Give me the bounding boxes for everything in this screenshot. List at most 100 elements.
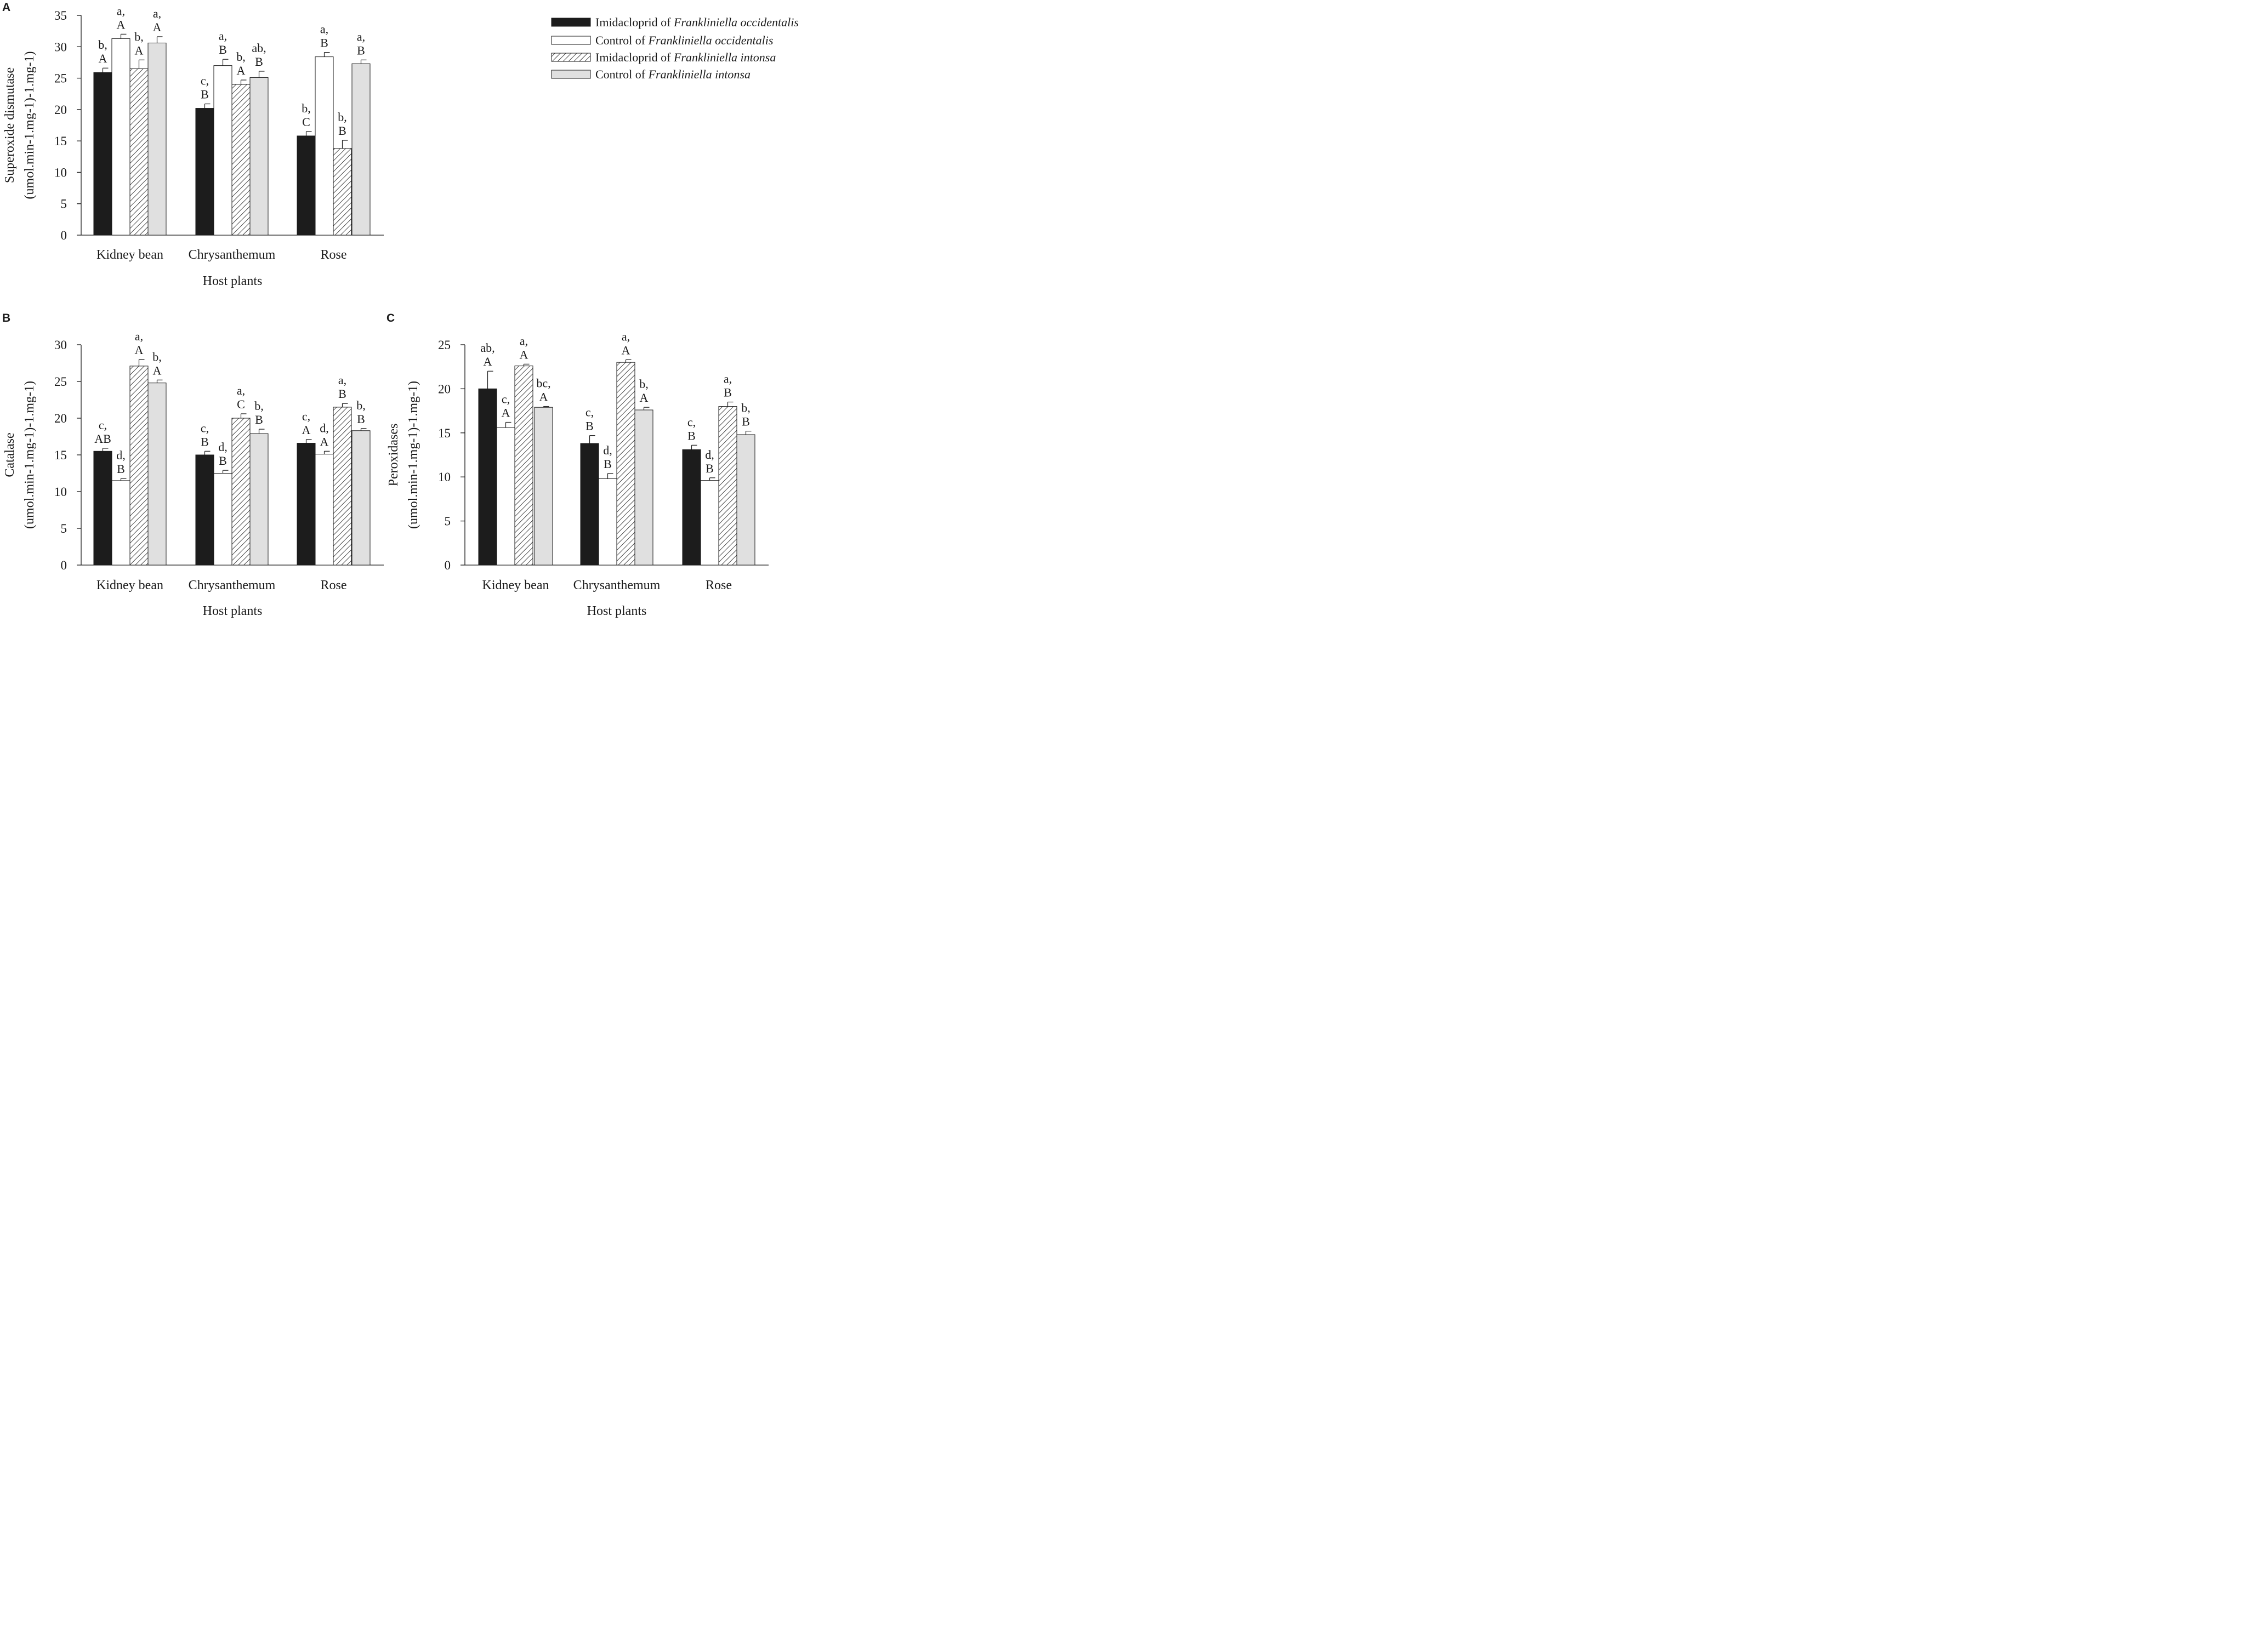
significance-letter-lower: a, [320, 22, 328, 36]
y-tick-label: 5 [61, 522, 67, 535]
y-tick-label: 30 [54, 338, 67, 352]
bar-imid-int-rose [718, 406, 737, 566]
legend-swatch-grey [551, 70, 591, 79]
legend: Imidacloprid of Frankliniella occidental… [551, 15, 799, 81]
significance-letter-lower: d, [705, 448, 714, 461]
significance-letter-upper: B [604, 457, 612, 471]
y-tick-label: 35 [54, 9, 67, 22]
legend-entry-control-intonsa: Control of Frankliniella intonsa [551, 67, 751, 81]
significance-letter-upper: A [622, 343, 630, 357]
x-category-label: Kidney bean [96, 578, 163, 592]
bar-imid-int-rose [333, 148, 352, 236]
bar-ctrl-int-chrysanthemum [249, 433, 269, 566]
significance-letter-upper: B [320, 36, 328, 50]
y-tick-label: 25 [438, 338, 451, 352]
legend-label-species: Frankliniella occidentalis [648, 33, 774, 47]
x-axis-title: Host plants [203, 604, 263, 618]
bar-imid-int-chrysanthemum [231, 418, 251, 566]
y-tick-label: 30 [54, 40, 67, 54]
significance-letter-lower: a, [520, 334, 528, 347]
significance-letter-lower: c, [687, 415, 696, 429]
svg-text:Imidacloprid of Frankliniella: Imidacloprid of Frankliniella occidental… [595, 15, 799, 29]
significance-letter-lower: ab, [252, 41, 266, 55]
significance-letter-lower: bc, [536, 377, 550, 390]
bar-ctrl-occ-chrysanthemum [213, 473, 232, 566]
y-tick-label: 10 [54, 166, 67, 179]
svg-text:Control of Frankliniella inton: Control of Frankliniella intonsa [595, 67, 751, 81]
y-axis-title: Superoxide dismutase [3, 67, 17, 183]
bar-imid-occ-rose [682, 449, 701, 566]
y-tick-label: 5 [61, 197, 67, 211]
bar-imid-occ-chrysanthemum [580, 443, 599, 566]
significance-letter-upper: B [201, 88, 209, 101]
bar-ctrl-occ-chrysanthemum [213, 65, 232, 236]
legend-label-prefix: Control of [595, 33, 649, 47]
significance-letter-lower: b, [741, 401, 751, 415]
significance-letter-upper: C [302, 115, 310, 129]
significance-letter-upper: B [586, 419, 594, 433]
significance-letter-upper: A [302, 423, 311, 437]
y-tick-label: 25 [54, 72, 67, 85]
significance-letter-lower: c, [201, 421, 209, 435]
y-axis-unit: (umol.min-1.mg-1)-1.mg-1) [406, 381, 420, 529]
y-tick-label: 15 [438, 426, 451, 440]
x-category-label: Kidney bean [482, 578, 549, 592]
y-tick-label: 20 [438, 382, 451, 396]
bar-ctrl-int-kidney-bean [147, 383, 167, 566]
bar-ctrl-int-rose [736, 434, 755, 566]
bar-imid-int-chrysanthemum [616, 362, 635, 566]
significance-letter-upper: B [724, 386, 732, 400]
significance-letter-lower: b, [338, 110, 347, 124]
bar-ctrl-int-kidney-bean [534, 407, 553, 566]
significance-letter-upper: B [219, 43, 227, 56]
bar-imid-occ-kidney-bean [478, 388, 497, 566]
significance-letter-lower: a, [237, 384, 245, 397]
x-category-label: Chrysanthemum [573, 578, 661, 592]
panel-c-peroxidases: 0 5 10 15 20 25 Peroxidases (umol.min-1.mg-1)-1… [386, 329, 769, 618]
significance-letter-upper: B [706, 461, 714, 475]
legend-swatch-black [551, 18, 591, 27]
bar-imid-int-chrysanthemum [231, 84, 251, 236]
y-axis-unit: (umol.min-1.mg-1)-1.mg-1) [22, 52, 37, 199]
bar-ctrl-int-chrysanthemum [249, 77, 269, 236]
bar-imid-occ-chrysanthemum [195, 454, 214, 566]
bar-ctrl-int-chrysanthemum [634, 409, 653, 566]
legend-entry-imidacloprid-intonsa: Imidacloprid of Frankliniella intonsa [551, 50, 776, 64]
significance-letter-lower: b, [236, 50, 246, 64]
panel-letter-c: C [386, 312, 395, 324]
significance-letter-upper: A [640, 391, 649, 404]
figure-canvas: A B C 0 5 10 15 20 25 30 35 Superoxide dismutase… [2, 1, 799, 618]
bar-ctrl-int-rose [351, 430, 371, 566]
significance-letter-lower: d, [218, 440, 228, 454]
significance-letter-upper: B [357, 412, 365, 426]
significance-letter-upper: B [338, 124, 346, 138]
x-axis-title: Host plants [203, 274, 263, 288]
x-category-label: Rose [321, 578, 347, 592]
bar-imid-int-kidney-bean [129, 366, 149, 566]
significance-letter-upper: A [135, 343, 144, 357]
significance-letter-lower: d, [116, 448, 126, 462]
significance-letter-lower: c, [201, 74, 209, 88]
significance-letter-upper: B [219, 454, 227, 468]
bar-imid-int-rose [333, 407, 352, 566]
bar-ctrl-occ-rose [700, 480, 719, 566]
y-axis-title: Peroxidases [386, 424, 401, 487]
significance-letter-lower: a, [622, 329, 630, 343]
bar-ctrl-int-rose [351, 63, 371, 236]
panel-a-superoxide-dismutase: 0 5 10 15 20 25 30 35 Superoxide dismutase (umol.… [3, 4, 384, 288]
significance-letter-upper: B [742, 415, 750, 429]
significance-letter-upper: B [255, 413, 263, 426]
significance-letter-lower: b, [254, 399, 264, 413]
significance-letter-upper: A [99, 52, 107, 65]
legend-label-prefix: Imidacloprid of [595, 50, 674, 64]
significance-letter-upper: B [687, 429, 696, 442]
bar-imid-occ-kidney-bean [93, 451, 112, 566]
significance-letter-lower: a, [338, 373, 346, 387]
bar-imid-int-kidney-bean [129, 68, 149, 236]
significance-letter-lower: b, [302, 101, 311, 115]
y-tick-label: 20 [54, 412, 67, 425]
legend-swatch-hatch [551, 53, 591, 62]
bar-ctrl-occ-rose [315, 454, 334, 566]
panel-b-catalase: 0 5 10 15 20 25 30 Catalase (umol.min-1.mg-1)-1.… [3, 329, 384, 618]
significance-letter-upper: A [520, 347, 528, 361]
